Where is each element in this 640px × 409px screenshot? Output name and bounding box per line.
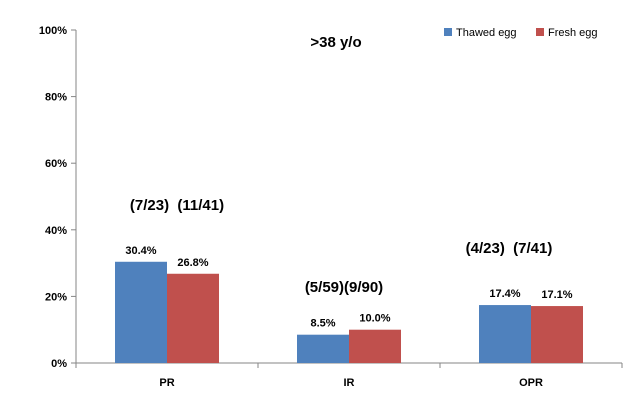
legend-swatch-fresh-egg [536, 28, 544, 36]
x-category-label: IR [344, 377, 355, 389]
legend-label-fresh-egg: Fresh egg [548, 27, 598, 39]
y-tick-label: 60% [45, 158, 67, 170]
annotation-pr: (7/23) (11/41) [130, 197, 224, 214]
legend: Thawed egg Fresh egg [444, 27, 598, 39]
bar-thawed-egg-pr [115, 261, 167, 363]
data-label: 30.4% [125, 245, 156, 257]
annotation-ir: (5/59)(9/90) [305, 279, 383, 296]
data-label: 17.4% [489, 288, 520, 300]
bars [115, 261, 583, 363]
x-category-label: PR [159, 377, 174, 389]
y-tick-label: 20% [45, 291, 67, 303]
legend-swatch-thawed-egg [444, 28, 452, 36]
y-tick-label: 80% [45, 92, 67, 104]
data-label: 26.8% [177, 257, 208, 269]
labels: PR 30.4% 26.8% IR 8.5% 10.0% OPR 17.4% 17.1% [125, 245, 572, 389]
bar-fresh-egg-pr [167, 273, 219, 363]
bar-thawed-egg-opr [479, 305, 531, 363]
y-tick-label: 100% [39, 25, 67, 37]
data-label: 17.1% [541, 289, 572, 301]
annotation-opr: (4/23) (7/41) [466, 240, 553, 257]
data-label: 10.0% [359, 313, 390, 325]
bar-thawed-egg-ir [297, 334, 349, 363]
legend-label-thawed-egg: Thawed egg [456, 27, 517, 39]
bar-fresh-egg-ir [349, 329, 401, 363]
chart-title: >38 y/o [310, 34, 361, 51]
bar-fresh-egg-opr [531, 306, 583, 363]
y-tick-label: 40% [45, 225, 67, 237]
x-category-label: OPR [519, 377, 543, 389]
y-tick-label: 0% [51, 358, 67, 370]
data-label: 8.5% [310, 318, 335, 330]
